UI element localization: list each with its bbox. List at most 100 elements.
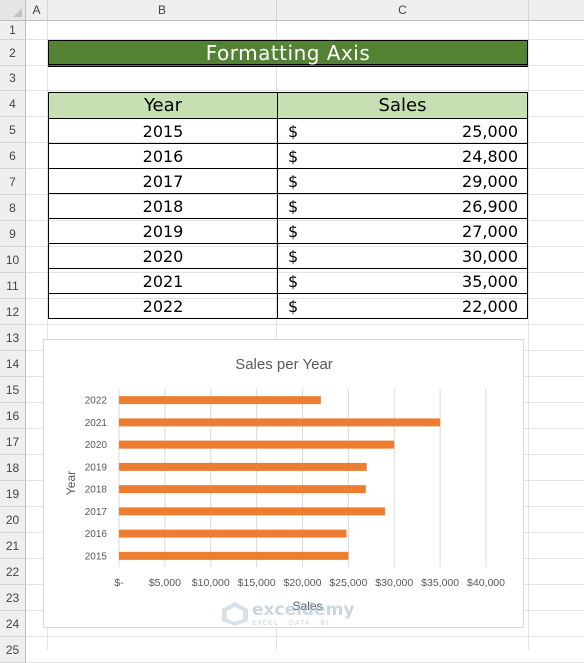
sales-amount: 25,000 [462,122,518,141]
row-header-23[interactable]: 23 [0,585,26,611]
sales-amount: 30,000 [462,247,518,266]
year-cell[interactable]: 2019 [48,218,278,244]
sales-table: Year Sales 2015 $25,000 2016 $24,800 2017 $29… [48,92,528,319]
row-header-15[interactable]: 15 [0,377,26,403]
row-header-10[interactable]: 10 [0,247,26,273]
row-header-5[interactable]: 5 [0,117,26,143]
year-cell[interactable]: 2016 [48,143,278,169]
sales-amount: 22,000 [462,297,518,316]
table-row: 2018 $26,900 [48,193,528,219]
row-header-4[interactable]: 4 [0,91,26,117]
sales-amount: 29,000 [462,172,518,191]
select-all-corner[interactable] [0,0,26,21]
currency-symbol: $ [288,247,299,266]
year-cell[interactable]: 2015 [48,118,278,144]
y-tick-label: 2020 [85,440,108,451]
sales-cell[interactable]: $24,800 [277,143,528,169]
header-year[interactable]: Year [48,92,278,119]
row-header-20[interactable]: 20 [0,507,26,533]
sales-cell[interactable]: $22,000 [277,293,528,319]
currency-symbol: $ [288,172,299,191]
row-header-1[interactable]: 1 [0,21,26,40]
chart-title: Sales per Year [235,356,333,373]
row-header-25[interactable]: 25 [0,637,26,663]
row-header-21[interactable]: 21 [0,533,26,559]
row-header-14[interactable]: 14 [0,351,26,377]
column-header-c[interactable]: C [277,0,529,21]
row-header-13[interactable]: 13 [0,325,26,351]
currency-symbol: $ [288,272,299,291]
x-axis-title: Sales [292,599,322,613]
row-header-7[interactable]: 7 [0,169,26,195]
sales-amount: 27,000 [462,222,518,241]
currency-symbol: $ [288,222,299,241]
currency-symbol: $ [288,197,299,216]
y-tick-label: 2018 [85,485,108,496]
table-row: 2020 $30,000 [48,243,528,269]
bar-2018 [119,485,366,494]
y-axis-title: Year [64,471,78,495]
x-tick-label: $5,000 [149,577,181,589]
currency-symbol: $ [288,147,299,166]
table-row: 2022 $22,000 [48,293,528,319]
year-cell[interactable]: 2018 [48,193,278,219]
exceldemy-logo-icon [222,602,248,626]
x-tick-label: $15,000 [238,577,276,589]
y-tick-label: 2019 [85,462,108,473]
sales-chart[interactable]: Sales per Year $- $5,000 $10,000 $15,000 $20,… [43,339,524,628]
sales-cell[interactable]: $26,900 [277,193,528,219]
row-header-19[interactable]: 19 [0,481,26,507]
year-cell[interactable]: 2017 [48,168,278,194]
column-header-a[interactable]: A [26,0,48,21]
row-header-9[interactable]: 9 [0,221,26,247]
table-row: 2021 $35,000 [48,268,528,294]
bar-2017 [119,507,386,516]
sales-cell[interactable]: $29,000 [277,168,528,194]
header-sales[interactable]: Sales [277,92,528,119]
exceldemy-watermark: exceldemy EXCEL · DATA · BI [221,601,354,627]
watermark-tagline: EXCEL · DATA · BI [252,618,330,627]
row-header-6[interactable]: 6 [0,143,26,169]
row-header-16[interactable]: 16 [0,403,26,429]
sheet-title[interactable]: Formatting Axis [48,40,528,67]
sales-cell[interactable]: $25,000 [277,118,528,144]
bar-2021 [119,418,441,427]
currency-symbol: $ [288,122,299,141]
sales-cell[interactable]: $30,000 [277,243,528,269]
column-header-d[interactable] [529,0,584,21]
bar-2019 [119,462,367,471]
bar-2015 [119,551,349,560]
row-header-11[interactable]: 11 [0,273,26,299]
y-tick-label: 2015 [85,551,108,562]
y-tick-label: 2022 [85,396,108,407]
column-header-b[interactable]: B [48,0,277,21]
sales-cell[interactable]: $35,000 [277,268,528,294]
row-header-8[interactable]: 8 [0,195,26,221]
year-cell[interactable]: 2021 [48,268,278,294]
table-row: 2019 $27,000 [48,218,528,244]
year-cell[interactable]: 2022 [48,293,278,319]
row-header-17[interactable]: 17 [0,429,26,455]
row-header-12[interactable]: 12 [0,299,26,325]
x-tick-label: $30,000 [375,577,413,589]
x-tick-label: $25,000 [329,577,367,589]
x-tick-label: $- [114,577,124,589]
table-row: 2016 $24,800 [48,143,528,169]
currency-symbol: $ [288,297,299,316]
row-header-24[interactable]: 24 [0,611,26,637]
bar-2016 [119,529,347,538]
chart-canvas: Sales per Year $- $5,000 $10,000 $15,000 $20,… [64,356,505,613]
sales-amount: 26,900 [462,197,518,216]
watermark-name: exceldemy [252,599,355,620]
bar-2022 [119,396,321,405]
row-header-2[interactable]: 2 [0,40,26,66]
row-header-22[interactable]: 22 [0,559,26,585]
bar-2020 [119,440,395,449]
row-header-3[interactable]: 3 [0,66,26,91]
y-tick-label: 2017 [85,507,108,518]
y-tick-label: 2016 [85,529,108,540]
row-header-18[interactable]: 18 [0,455,26,481]
year-cell[interactable]: 2020 [48,243,278,269]
sales-cell[interactable]: $27,000 [277,218,528,244]
x-tick-label: $20,000 [284,577,322,589]
